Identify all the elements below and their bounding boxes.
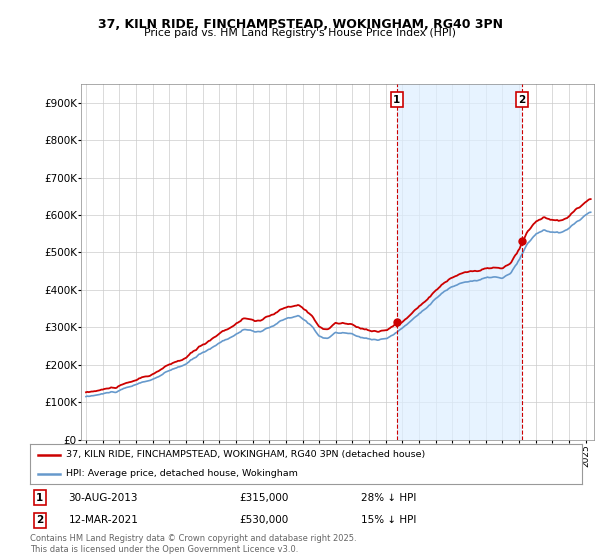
Text: 15% ↓ HPI: 15% ↓ HPI (361, 515, 416, 525)
Text: HPI: Average price, detached house, Wokingham: HPI: Average price, detached house, Woki… (66, 469, 298, 478)
Text: Price paid vs. HM Land Registry's House Price Index (HPI): Price paid vs. HM Land Registry's House … (144, 28, 456, 38)
Text: 28% ↓ HPI: 28% ↓ HPI (361, 493, 416, 503)
Text: 12-MAR-2021: 12-MAR-2021 (68, 515, 139, 525)
Bar (397, 84, 522, 440)
Text: £315,000: £315,000 (240, 493, 289, 503)
Text: 30-AUG-2013: 30-AUG-2013 (68, 493, 138, 503)
Text: 1: 1 (393, 95, 400, 105)
Text: 37, KILN RIDE, FINCHAMPSTEAD, WOKINGHAM, RG40 3PN (detached house): 37, KILN RIDE, FINCHAMPSTEAD, WOKINGHAM,… (66, 450, 425, 459)
Text: 2: 2 (37, 515, 44, 525)
Text: 2: 2 (518, 95, 526, 105)
Text: 1: 1 (37, 493, 44, 503)
Text: £530,000: £530,000 (240, 515, 289, 525)
Text: Contains HM Land Registry data © Crown copyright and database right 2025.
This d: Contains HM Land Registry data © Crown c… (30, 534, 356, 554)
Text: 37, KILN RIDE, FINCHAMPSTEAD, WOKINGHAM, RG40 3PN: 37, KILN RIDE, FINCHAMPSTEAD, WOKINGHAM,… (97, 18, 503, 31)
